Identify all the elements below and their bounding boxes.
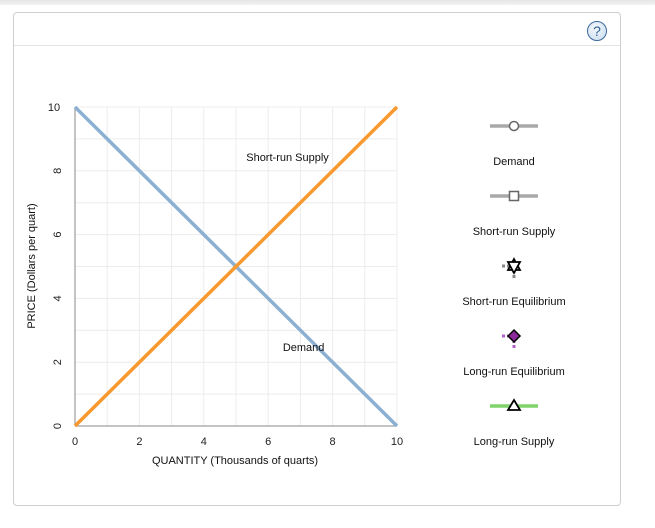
chart-ticks: 0 2 4 6 8 10 0 2 4 6 8 10 <box>48 102 403 448</box>
x-tick-label: 8 <box>330 436 336 448</box>
square-marker-icon <box>490 190 538 202</box>
y-tick-label: 10 <box>48 102 60 114</box>
x-tick-label: 6 <box>265 436 271 448</box>
y-tick-label: 2 <box>52 359 64 365</box>
triangle-marker-icon <box>490 398 538 411</box>
y-tick-label: 6 <box>52 232 64 238</box>
y-tick-label: 8 <box>52 168 64 174</box>
legend-tool-demand[interactable]: Demand <box>490 120 538 169</box>
curve-label: Demand <box>283 342 325 354</box>
legend-tool-long-run-equilibrium[interactable]: Long-run Equilibrium <box>463 328 565 378</box>
help-button[interactable]: ? <box>587 21 607 41</box>
y-axis-title: PRICE (Dollars per quart) <box>26 203 38 328</box>
legend-palette: Demand Short-run Supply Short-run Equilibr… <box>462 120 566 448</box>
legend-tool-short-run-supply[interactable]: Short-run Supply <box>473 190 556 239</box>
panel-divider <box>14 45 620 46</box>
curve-label: Short-run Supply <box>246 152 329 164</box>
circle-marker-icon <box>490 120 538 132</box>
chart-grid <box>74 106 398 427</box>
curve-labels: Demand Short-run Supply <box>246 152 329 354</box>
y-tick-label: 0 <box>52 423 64 429</box>
top-strip <box>0 0 655 5</box>
legend-label: Short-run Equilibrium <box>462 296 565 308</box>
legend-label: Long-run Equilibrium <box>463 366 565 378</box>
legend-tool-long-run-supply[interactable]: Long-run Supply <box>474 398 555 448</box>
y-tick-label: 4 <box>52 295 64 301</box>
star-marker-icon <box>502 257 522 278</box>
x-tick-label: 2 <box>136 436 142 448</box>
legend-label: Demand <box>493 156 535 168</box>
legend-label: Short-run Supply <box>473 226 556 238</box>
x-tick-label: 0 <box>72 436 78 448</box>
graph-panel <box>13 12 621 506</box>
legend-tool-short-run-equilibrium[interactable]: Short-run Equilibrium <box>462 257 566 308</box>
chart-series[interactable] <box>73 105 399 428</box>
short-run-supply-curve[interactable] <box>73 105 399 428</box>
x-axis-title: QUANTITY (Thousands of quarts) <box>152 455 318 467</box>
diamond-marker-icon <box>502 328 522 348</box>
x-tick-label: 10 <box>391 436 403 448</box>
x-tick-label: 4 <box>201 436 207 448</box>
chart-axes <box>74 107 397 427</box>
legend-label: Long-run Supply <box>474 436 555 448</box>
